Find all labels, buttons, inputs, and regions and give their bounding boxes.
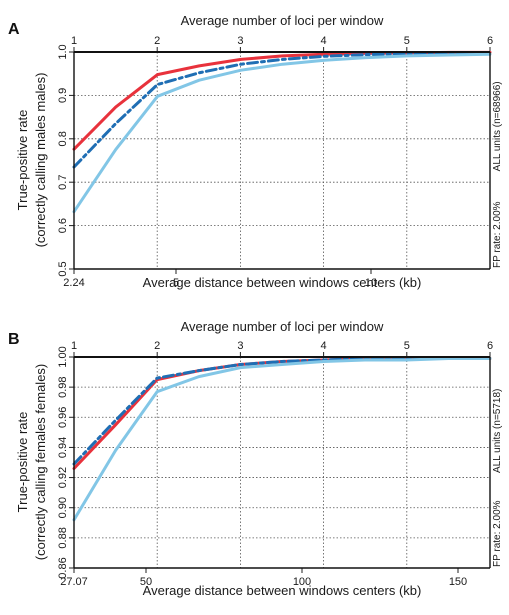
- x-tick-label: 2.24: [63, 277, 84, 289]
- x-tick-label: 100: [293, 576, 311, 588]
- series-line-1: [72, 50, 492, 151]
- y-tick-label: 0.86: [57, 557, 69, 578]
- fp-rate-label: FP rate: 2.00%: [492, 500, 503, 567]
- y-tick-label: 0.9: [57, 88, 69, 103]
- x-axis-title: Average distance between windows centers…: [143, 583, 422, 598]
- top-tick-label: 6: [487, 340, 493, 352]
- top-tick-label: 5: [404, 35, 410, 47]
- series-line-1: [72, 357, 492, 470]
- x-tick-label: 5: [173, 277, 179, 289]
- y-axis-subtitle: (correctly calling males males): [33, 73, 48, 248]
- y-tick-label: 0.8: [57, 131, 69, 146]
- top-axis-title: Average number of loci per window: [181, 319, 384, 334]
- y-tick-label: 0.7: [57, 175, 69, 190]
- series-line-2: [72, 357, 492, 466]
- top-tick-label: 1: [71, 340, 77, 352]
- panel-label: B: [8, 331, 20, 348]
- y-tick-label: 0.6: [57, 218, 69, 233]
- y-tick-label: 0.98: [57, 376, 69, 397]
- units-label: ALL units (n=5718): [492, 389, 503, 473]
- y-tick-label: 1.0: [57, 44, 69, 59]
- y-tick-label: 0.90: [57, 497, 69, 518]
- top-tick-label: 4: [321, 35, 327, 47]
- top-axis-title: Average number of loci per window: [181, 13, 384, 28]
- series-line-2: [72, 51, 492, 169]
- x-tick-label: 10: [365, 277, 377, 289]
- top-tick-label: 2: [154, 340, 160, 352]
- chart-panel-a: A Average number of loci per window 1 2 3 4 5 6…: [8, 13, 503, 290]
- panel-label: A: [8, 21, 20, 38]
- top-tick-label: 3: [237, 35, 243, 47]
- y-axis-title: True-positive rate: [15, 412, 30, 513]
- y-tick-label: 0.94: [57, 437, 69, 458]
- x-axis-title: Average distance between windows centers…: [143, 275, 422, 290]
- y-axis-subtitle: (correctly calling females females): [33, 364, 48, 561]
- series-line-3: [72, 52, 492, 214]
- x-tick-label: 50: [140, 576, 152, 588]
- chart-panel-b: B Average number of loci per window 1 2 3 4 5 6…: [8, 319, 503, 598]
- y-tick-label: 0.96: [57, 407, 69, 428]
- top-tick-label: 5: [404, 340, 410, 352]
- top-tick-label: 2: [154, 35, 160, 47]
- y-axis-title: True-positive rate: [15, 110, 30, 211]
- y-tick-label: 1.00: [57, 346, 69, 367]
- units-label: ALL units (n=68966): [492, 81, 503, 171]
- series-line-3: [72, 357, 492, 522]
- y-tick-label: 0.92: [57, 467, 69, 488]
- y-tick-label: 0.88: [57, 527, 69, 548]
- top-tick-label: 1: [71, 35, 77, 47]
- fp-rate-label: FP rate: 2.00%: [492, 201, 503, 268]
- top-tick-label: 6: [487, 35, 493, 47]
- x-tick-label: 27.07: [60, 576, 88, 588]
- top-tick-label: 3: [237, 340, 243, 352]
- y-tick-label: 0.5: [57, 261, 69, 276]
- x-tick-label: 150: [449, 576, 467, 588]
- top-tick-label: 4: [321, 340, 327, 352]
